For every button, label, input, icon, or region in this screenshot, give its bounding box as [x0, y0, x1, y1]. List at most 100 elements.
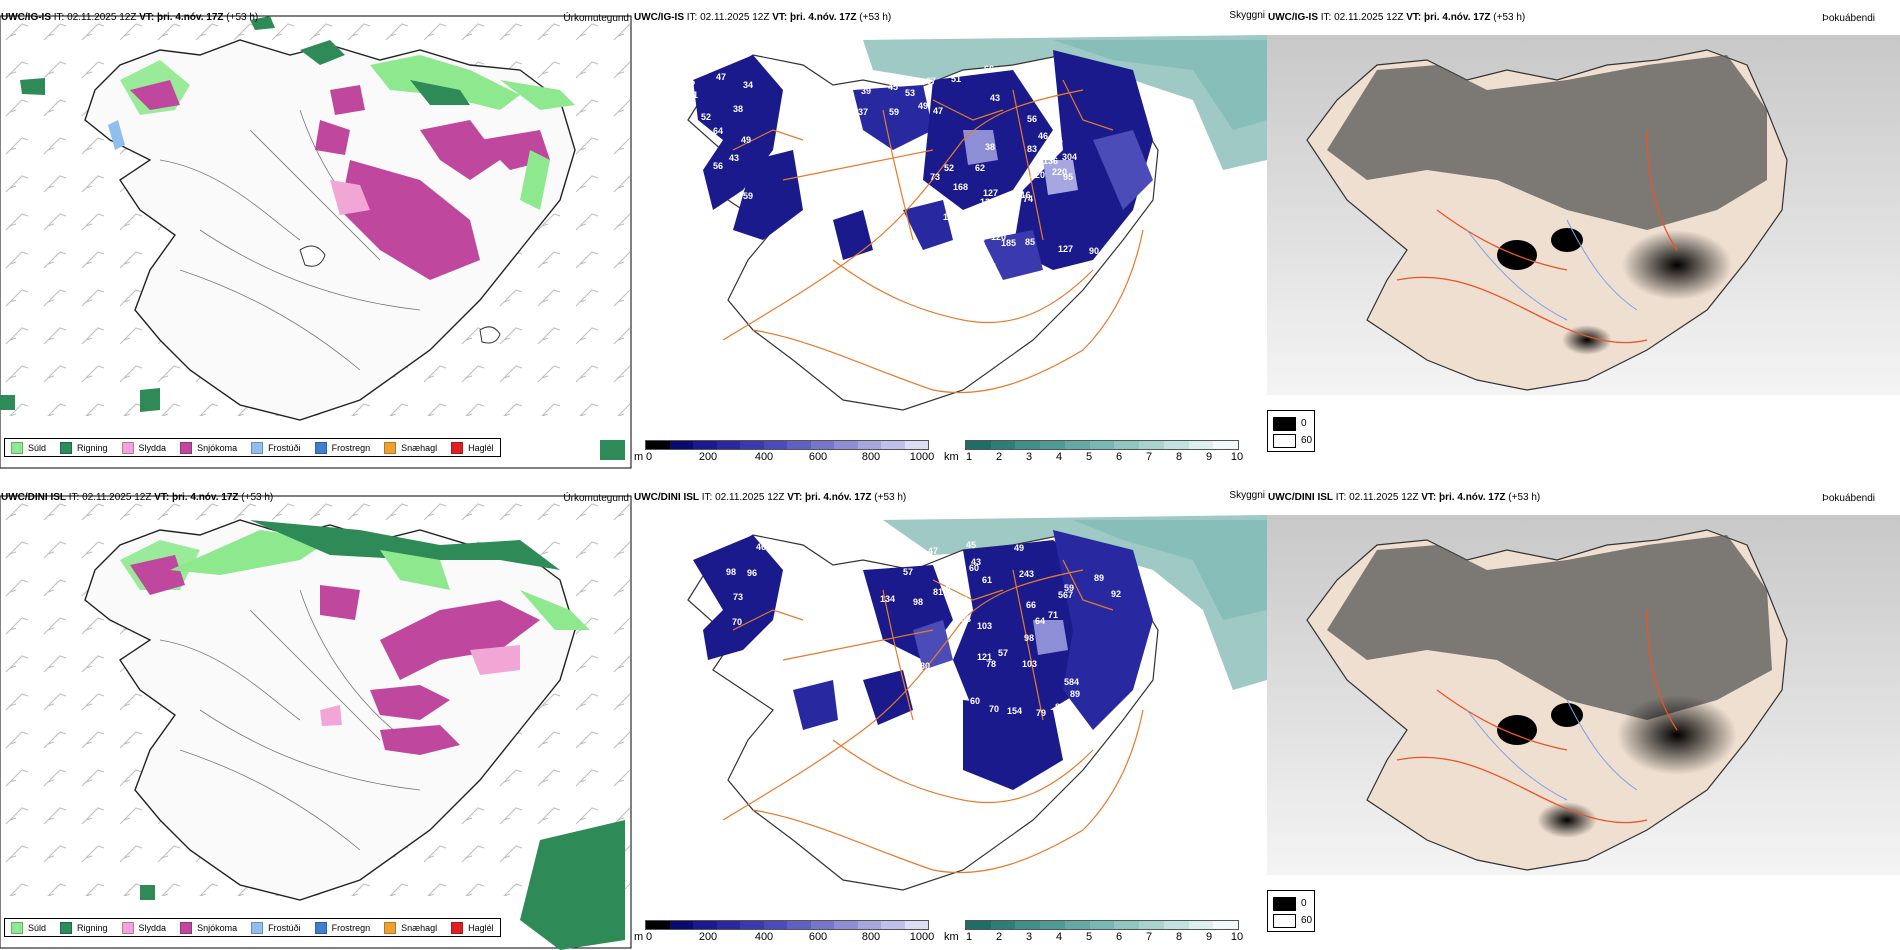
lead-time: (+53 h) — [241, 492, 274, 503]
legend-swatch — [180, 921, 193, 934]
ceiling-label: 73 — [733, 592, 743, 602]
colorbar-cell — [966, 441, 991, 449]
colorbar-cell — [1139, 441, 1164, 449]
ceiling-label: 46 — [1038, 131, 1048, 141]
precip-legend: Súld Rigning Slydda Snjókoma Frostúði Fr… — [4, 438, 501, 457]
ceiling-label: 116 — [1016, 190, 1031, 200]
colorbar-cell — [693, 441, 717, 449]
colorbar-cell — [857, 921, 881, 929]
colorbar-cell — [716, 441, 740, 449]
legend-swatch — [251, 921, 264, 934]
ceiling-label: 41 — [841, 83, 851, 93]
ceiling-label: 95 — [1063, 172, 1073, 182]
ceiling-label: 51 — [951, 74, 961, 84]
colorbar-cell — [740, 441, 764, 449]
legend-label: Snæhagl — [401, 922, 438, 933]
it-value: 02.11.2025 12Z — [67, 12, 137, 23]
ceiling-label: 47 — [933, 106, 943, 116]
it-prefix: IT: — [53, 12, 65, 23]
ceiling-label: 89 — [1070, 689, 1080, 699]
colorbar-cell — [904, 921, 928, 929]
ceiling-label: 585 — [981, 262, 996, 272]
legend-swatch — [121, 441, 134, 454]
vt-value: þri. 4.nóv. 17Z — [1424, 12, 1491, 23]
ceiling-label: 83 — [975, 237, 985, 247]
ceiling-label: 43 — [785, 118, 795, 128]
ceiling-label: 59 — [743, 191, 753, 201]
ceiling-label: 10 — [845, 548, 855, 558]
ceiling-label: 77 — [1053, 139, 1063, 149]
fog-legend-label: 60 — [1301, 915, 1313, 926]
ceiling-label: 78 — [986, 659, 996, 669]
colorbar-cell — [1089, 921, 1115, 929]
ceiling-label: 88 — [953, 230, 963, 240]
ceiling-label: 168 — [953, 182, 968, 192]
ceiling-colorbar: m 0 200 400 600 800 1000 — [634, 440, 935, 466]
vt-prefix: VT: — [154, 492, 170, 503]
ceiling-label: 60 — [969, 563, 979, 573]
ceiling-label: 39 — [861, 86, 871, 96]
colorbar-cell — [1015, 441, 1041, 449]
legend-swatch — [60, 441, 73, 454]
visibility-tick: 5 — [1085, 931, 1093, 943]
legend-label: Snjókoma — [197, 442, 238, 453]
colorbar-cell — [810, 441, 834, 449]
ceiling-label: 57 — [903, 567, 913, 577]
colorbar-cell — [1139, 921, 1164, 929]
panel-title: Þokuábendi — [1822, 493, 1875, 504]
ceiling-tick: 0 — [645, 931, 653, 943]
model-name: UWC/DINI ISL — [1, 492, 66, 503]
panel-header: UWC/DINI ISL IT: 02.11.2025 12Z VT: þri.… — [634, 492, 906, 503]
ceiling-label: 43 — [990, 93, 1000, 103]
ceiling-tick: 200 — [698, 451, 718, 463]
legend-swatch — [11, 921, 23, 934]
panel-header: UWC/IG-IS IT: 02.11.2025 12Z VT: þri. 4.… — [634, 12, 891, 23]
colorbar-cell — [1188, 921, 1214, 929]
ceiling-label: 34 — [743, 80, 753, 90]
panel-title: Úrkomutegund — [563, 13, 629, 24]
legend-label: Snjókoma — [197, 922, 238, 933]
model-name: UWC/IG-IS — [1, 12, 51, 23]
it-value: 02.11.2025 12Z — [1349, 492, 1419, 503]
model-name: UWC/DINI ISL — [1268, 492, 1333, 503]
visibility-colorbar-strip — [965, 920, 1239, 930]
panel-title: Skyggni — [1229, 490, 1265, 501]
colorbar-cell — [990, 921, 1016, 929]
precip-type-panel: UWC/IG-IS IT: 02.11.2025 12Z VT: þri. 4.… — [0, 10, 633, 470]
ceiling-label: 52 — [701, 112, 711, 122]
ceiling-label: 154 — [1007, 706, 1022, 716]
ceiling-colorbar-strip — [645, 920, 929, 930]
ceiling-label: 84 — [723, 232, 733, 242]
legend-item: Rigning — [60, 441, 108, 454]
visibility-panel: 48 47 34 55 61 46 52 38 64 49 43 56 59 43 41 39 45 53 67 51… — [633, 10, 1267, 470]
colorbar-cell — [646, 921, 670, 929]
ceiling-label: 59 — [1064, 583, 1074, 593]
precip-areas — [0, 16, 625, 460]
visibility-tick: 6 — [1115, 451, 1123, 463]
vt-prefix: VT: — [772, 12, 788, 23]
ceiling-tick: 600 — [808, 931, 828, 943]
colorbar-cell — [1213, 441, 1239, 449]
precip-type-panel: UWC/DINI ISL IT: 02.11.2025 12Z VT: þri.… — [0, 490, 633, 950]
visibility-tick: 3 — [1025, 451, 1033, 463]
visibility-unit: km — [944, 451, 959, 463]
legend-label: Frostregn — [331, 442, 371, 453]
it-value: 02.11.2025 12Z — [715, 492, 785, 503]
vt-value: þri. 4.nóv. 17Z — [157, 12, 224, 23]
ceiling-label: 71 — [1048, 610, 1058, 620]
legend-item: Súld — [11, 921, 46, 934]
colorbar-cell — [763, 921, 787, 929]
visibility-tick: 7 — [1145, 451, 1153, 463]
fog-map — [1267, 515, 1900, 875]
fog-panel: UWC/IG-IS IT: 02.11.2025 12Z VT: þri. 4.… — [1267, 10, 1900, 470]
visibility-tick: 4 — [1055, 451, 1063, 463]
ceiling-label: 134 — [880, 594, 895, 604]
ceiling-label: 52 — [944, 163, 954, 173]
fog-legend: 0 60 — [1267, 890, 1315, 932]
vt-prefix: VT: — [1406, 12, 1422, 23]
ceiling-label: 81 — [1055, 702, 1065, 712]
ceiling-label: 83 — [1027, 144, 1037, 154]
visibility-tick: 9 — [1205, 451, 1213, 463]
ceiling-label: 220 — [1052, 167, 1067, 177]
